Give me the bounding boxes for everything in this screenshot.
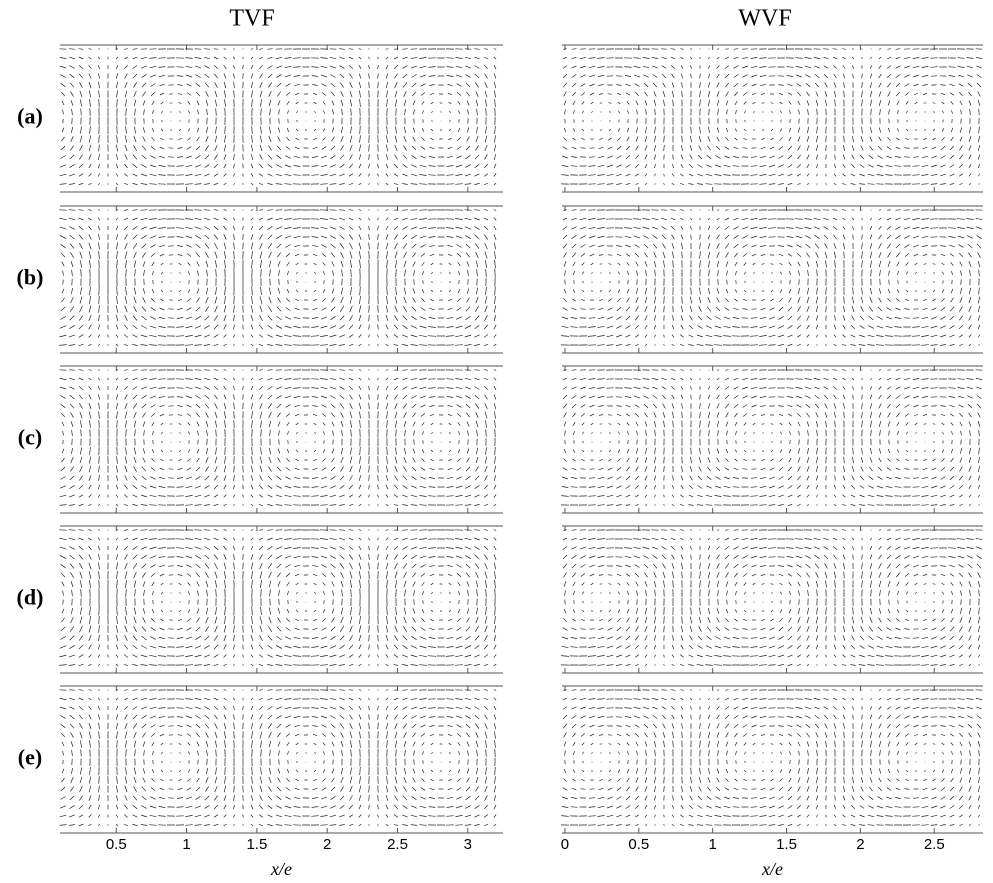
vector-field [59,369,497,507]
vector-field [59,689,497,827]
column-title: WVF [738,6,791,32]
x-tick-label: 3 [464,836,472,853]
x-tick-label: 2 [323,836,331,853]
x-tick-label: 2.5 [924,836,945,853]
row-label: (b) [17,265,44,290]
vector-field [59,209,497,347]
x-tick-label: 1 [709,836,717,853]
row-label: (d) [17,585,44,610]
vector-field [561,48,983,185]
row-label: (e) [18,745,42,770]
vector-field [560,209,983,347]
x-tick-label: 1.5 [246,836,267,853]
vector-field [59,48,497,186]
x-tick-label: 0.5 [106,836,127,853]
vector-field [59,529,497,667]
row-label: (c) [18,425,42,450]
vector-field [561,689,983,826]
x-tick-label: 2 [856,836,864,853]
x-tick-label: 1.5 [776,836,797,853]
column-title: TVF [229,6,274,32]
vector-field [560,529,983,667]
x-tick-label: 0 [561,836,569,853]
x-tick-label: 0.5 [628,836,649,853]
x-axis-label: x/e [270,859,292,879]
x-tick-label: 1 [182,836,190,853]
vector-field [561,369,983,506]
row-label: (a) [17,104,43,129]
x-tick-label: 2.5 [387,836,408,853]
x-axis-label: x/e [761,859,783,879]
